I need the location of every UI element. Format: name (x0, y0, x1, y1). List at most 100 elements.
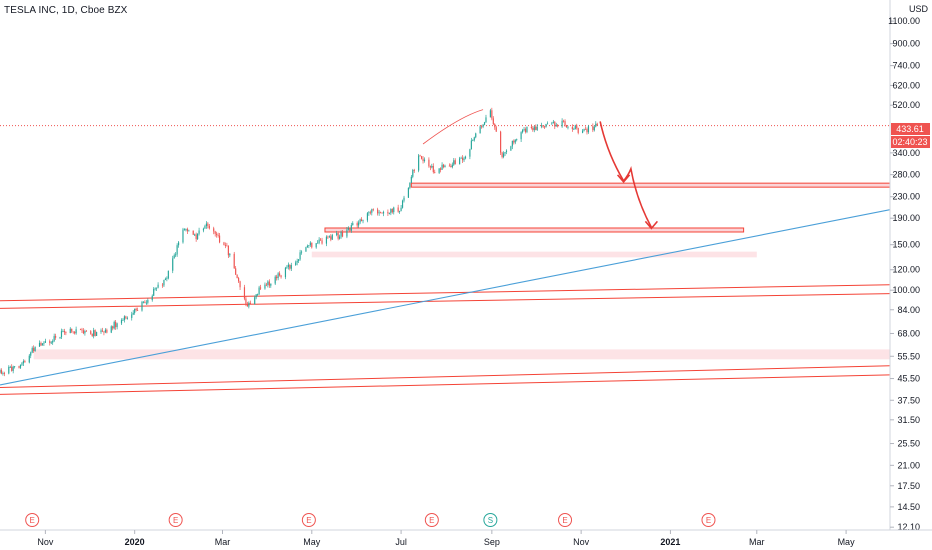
levels-layer (0, 182, 891, 395)
candle-body (192, 230, 194, 235)
earnings-event-marker[interactable]: E (168, 513, 183, 527)
candle (194, 233, 196, 237)
trendline-layer (0, 209, 891, 386)
candle (337, 231, 339, 241)
candle (489, 108, 491, 118)
candle-body (134, 308, 136, 313)
candle-body (555, 124, 557, 127)
candle (523, 126, 525, 132)
candle-body (567, 126, 569, 128)
candle (459, 156, 461, 165)
candle-body (444, 165, 446, 168)
candle-body (40, 342, 42, 346)
candle-body (431, 165, 433, 168)
candle (546, 121, 549, 125)
candle (224, 242, 227, 249)
candle-body (350, 225, 352, 231)
earnings-event-marker[interactable]: E (25, 513, 40, 527)
candle (359, 218, 361, 225)
candle (577, 127, 579, 135)
earnings-event-marker[interactable]: E (701, 513, 716, 527)
candle (49, 339, 51, 346)
candle (38, 340, 41, 347)
candle-body (274, 276, 276, 284)
candle (19, 364, 22, 370)
candle-body (18, 366, 20, 368)
candle (296, 258, 298, 266)
candle-body (502, 153, 505, 158)
event-marker-letter: E (30, 516, 35, 525)
support-zone-2 (33, 349, 890, 360)
earnings-event-marker[interactable]: E (301, 513, 316, 527)
price-axis-panel[interactable] (890, 0, 932, 530)
horizontal-level-2 (324, 227, 745, 233)
candle (3, 371, 5, 377)
candle-body (382, 211, 385, 214)
candle-body (110, 326, 112, 333)
price-tick-label: 14.50 (897, 502, 920, 512)
candle-body (407, 187, 409, 198)
candle (284, 266, 287, 280)
price-tick-label: 100.00 (892, 285, 920, 295)
candle-body (440, 168, 442, 170)
candle-body (340, 231, 342, 237)
candle (12, 365, 14, 374)
candle (440, 167, 442, 173)
candle-body (352, 223, 354, 226)
event-marker-circle (558, 513, 573, 527)
candle (40, 341, 42, 347)
candle-body (545, 124, 547, 128)
candle-body (175, 254, 177, 256)
time-axis[interactable]: Nov 2020 Mar May Jul Sep Nov 2021 Mar May (37, 530, 855, 547)
candle-body (513, 140, 515, 143)
candle (596, 122, 598, 126)
candle-body (366, 213, 369, 221)
candle (311, 242, 313, 249)
candle (494, 123, 496, 130)
candle-body (19, 364, 22, 368)
candle (216, 231, 218, 238)
candle-body (542, 125, 544, 127)
candle-body (330, 236, 332, 240)
candle-body (96, 332, 98, 336)
split-event-marker[interactable]: S (483, 513, 498, 527)
candle (536, 124, 538, 131)
candle (276, 274, 278, 281)
candle-body (543, 126, 546, 128)
candle (341, 229, 344, 238)
candle (366, 211, 369, 223)
candle (84, 329, 86, 336)
candle-body (574, 125, 576, 130)
candle-body (236, 274, 238, 279)
price-tick-label: 120.00 (892, 265, 920, 275)
event-marker-circle (25, 513, 40, 527)
candle (277, 272, 279, 281)
candle (349, 227, 351, 232)
candle-body (524, 129, 527, 132)
candle-body (280, 275, 282, 278)
candle-body (178, 242, 180, 246)
candle (419, 154, 421, 157)
candle-body (595, 123, 597, 127)
candle (520, 131, 522, 143)
candle (479, 125, 481, 134)
candle-body (337, 233, 339, 239)
candle (255, 294, 257, 300)
sloped-line-1 (0, 284, 891, 302)
candle-body (450, 166, 452, 168)
earnings-event-marker[interactable]: E (558, 513, 573, 527)
candle (306, 244, 308, 248)
candle (461, 155, 464, 164)
candle-body (3, 373, 5, 374)
candle (178, 241, 180, 248)
candle (573, 127, 575, 130)
candle (561, 118, 563, 128)
candle-body (505, 150, 508, 153)
candle (325, 235, 328, 247)
earnings-event-marker[interactable]: E (424, 513, 439, 527)
candle (151, 294, 153, 302)
candle (511, 140, 513, 150)
candle (126, 316, 128, 320)
